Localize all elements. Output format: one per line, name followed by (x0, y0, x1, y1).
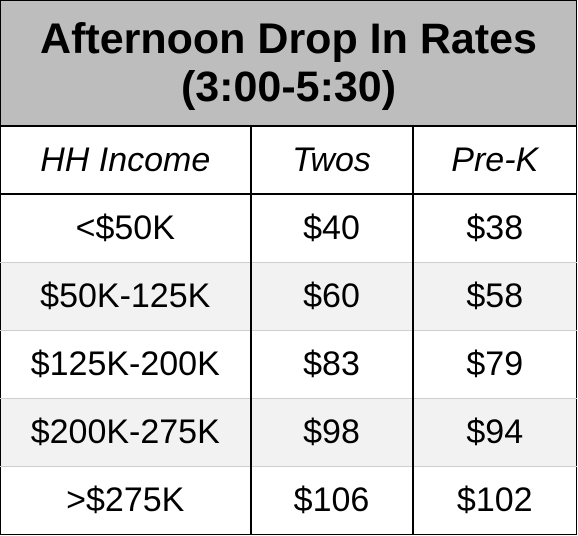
pre-k-rate-cell: $102 (411, 466, 577, 535)
title-line-2: (3:00-5:30) (180, 63, 397, 111)
table-row: >$275K $106 $102 (0, 466, 577, 535)
table-title: Afternoon Drop In Rates (3:00-5:30) (0, 0, 577, 127)
pre-k-rate-cell: $79 (411, 330, 577, 399)
income-cell: $50K-125K (0, 262, 251, 331)
twos-rate-cell: $40 (249, 194, 413, 263)
pre-k-rate-cell: $38 (411, 194, 577, 263)
pre-k-rate-cell: $58 (411, 262, 577, 331)
title-line-1: Afternoon Drop In Rates (40, 15, 537, 63)
table-row: $50K-125K $60 $58 (0, 262, 577, 331)
title-row: Afternoon Drop In Rates (3:00-5:30) (0, 0, 577, 127)
pre-k-rate-cell: $94 (411, 398, 577, 467)
header-row: HH Income Twos Pre-K (0, 126, 577, 195)
twos-rate-cell: $60 (249, 262, 413, 331)
table-row: <$50K $40 $38 (1, 194, 577, 263)
table-row: $125K-200K $83 $79 (0, 330, 577, 399)
column-header-pre-k: Pre-K (411, 126, 577, 195)
income-cell: >$275K (0, 466, 251, 535)
income-cell: $125K-200K (0, 330, 251, 399)
column-header-twos: Twos (249, 126, 413, 195)
twos-rate-cell: $106 (249, 466, 413, 535)
twos-rate-cell: $98 (249, 398, 413, 467)
column-header-income: HH Income (0, 126, 251, 195)
twos-rate-cell: $83 (249, 330, 413, 399)
income-cell: $200K-275K (0, 398, 251, 467)
income-cell: <$50K (75, 209, 175, 247)
table-row: $200K-275K $98 $94 (0, 398, 577, 467)
